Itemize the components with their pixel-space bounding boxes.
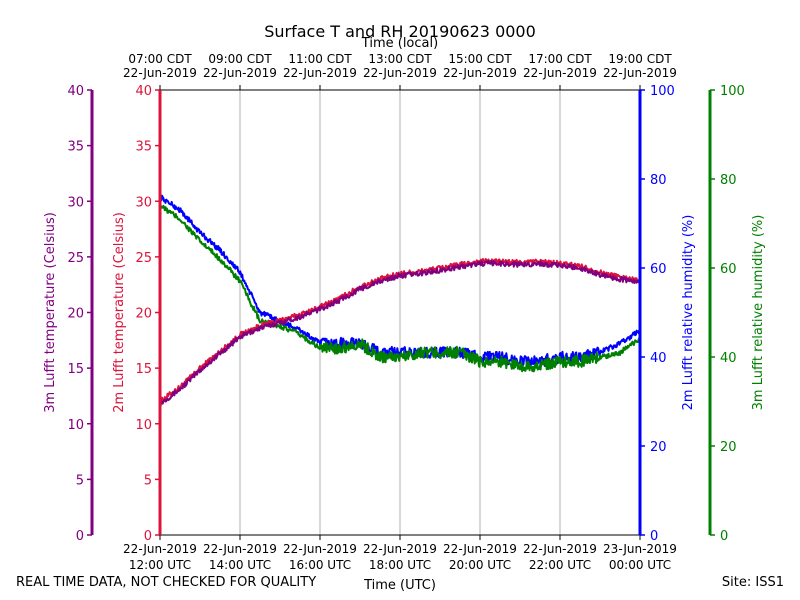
quality-disclaimer: REAL TIME DATA, NOT CHECKED FOR QUALITY [16,575,317,590]
axis-tick-label: 40 [720,351,737,366]
axis-tick-label: 25 [67,251,84,266]
x-tick-label-bottom-time: 14:00 UTC [209,558,271,572]
axis-tick-label: 5 [76,473,84,488]
x-tick-label-top-time: 11:00 CDT [288,52,352,66]
axis-tick-label: 20 [720,440,737,455]
x-tick-label-bottom-date: 22-Jun-2019 [283,542,357,556]
axes-layer: 0 5 10 15 20 25 30 35 40 3m Lufft temperature (Ce… [43,84,766,544]
x-tick-label-top-time: 07:00 CDT [128,52,192,66]
axis-label-rh-3m: 3m Lufft relative humidity (%) [751,215,766,411]
chart-title: Surface T and RH 20190623 0000 [264,22,536,41]
axis-tick-label: 100 [650,84,675,99]
axis-tick-label: 60 [650,262,667,277]
axis-tick-label: 30 [135,195,152,210]
x-tick-label-top-time: 09:00 CDT [208,52,272,66]
x-tick-label-bottom-date: 22-Jun-2019 [203,542,277,556]
x-tick-label-bottom-date: 22-Jun-2019 [363,542,437,556]
axis-tick-label: 30 [67,195,84,210]
grid-lines [239,90,561,535]
site-label: Site: ISS1 [721,575,784,590]
x-tick-label-bottom-time: 20:00 UTC [449,558,511,572]
axis-tick-label: 10 [135,418,152,433]
top-axis-label: Time (local) [361,36,438,51]
axis-tick-label: 0 [76,529,84,544]
axis-rh-3m: 0 20 40 60 80 100 3m Lufft relative humidity (… [708,84,766,544]
axis-tick-label: 40 [135,84,152,99]
x-axis-label: Time (UTC) [363,578,436,593]
axis-tick-label: 40 [650,351,667,366]
x-tick-label-bottom-date: 22-Jun-2019 [443,542,517,556]
x-tick-label-top-time: 17:00 CDT [528,52,592,66]
axis-tick-label: 0 [650,529,658,544]
x-tick-label-bottom-time: 00:00 UTC [609,558,671,572]
x-tick-label-top-date: 22-Jun-2019 [443,66,517,80]
axis-tick-label: 35 [135,140,152,155]
x-tick-label-top-date: 22-Jun-2019 [283,66,357,80]
x-tick-label-bottom-time: 22:00 UTC [529,558,591,572]
series-layer [159,194,641,407]
axis-rh-2m: 0 20 40 60 80 100 2m Lufft relative humidity (… [638,84,696,544]
x-tick-label-top-time: 13:00 CDT [368,52,432,66]
axis-temp-3m: 0 5 10 15 20 25 30 35 40 3m Lufft temperature (Ce… [43,84,94,544]
x-tick-label-top-date: 22-Jun-2019 [203,66,277,80]
axis-tick-label: 20 [67,307,84,322]
axis-tick-label: 80 [720,173,737,188]
axis-label-temp-2m: 2m Lufft temperature (Celsius) [112,212,127,413]
axis-label-temp-3m: 3m Lufft temperature (Celsius) [43,212,58,413]
axis-tick-label: 25 [135,251,152,266]
axis-tick-label: 5 [144,473,152,488]
axis-label-rh-2m: 2m Lufft relative humidity (%) [681,215,696,411]
axis-tick-label: 10 [67,418,84,433]
x-tick-label-top-date: 22-Jun-2019 [123,66,197,80]
axis-tick-label: 60 [720,262,737,277]
axis-tick-label: 0 [720,529,728,544]
axis-tick-label: 15 [67,362,84,377]
series-line-temp-3m [159,260,641,407]
x-tick-label-top-time: 15:00 CDT [448,52,512,66]
axis-tick-label: 35 [67,140,84,155]
axis-tick-label: 80 [650,173,667,188]
axis-tick-label: 15 [135,362,152,377]
x-tick-label-bottom-date: 22-Jun-2019 [523,542,597,556]
axis-temp-2m: 0 5 10 15 20 25 30 35 40 2m Lufft temperature (Ce… [112,84,162,544]
axis-tick-label: 0 [144,529,152,544]
x-tick-label-bottom-date: 23-Jun-2019 [603,542,677,556]
axis-tick-label: 40 [67,84,84,99]
series-line-rh-3m [159,204,641,373]
x-tick-label-bottom-date: 22-Jun-2019 [123,542,197,556]
x-tick-label-bottom-time: 12:00 UTC [129,558,191,572]
x-tick-label-bottom-time: 18:00 UTC [369,558,431,572]
series-line-rh-2m [159,194,641,368]
x-tick-label-top-date: 22-Jun-2019 [363,66,437,80]
x-tick-label-top-date: 22-Jun-2019 [523,66,597,80]
x-tick-label-bottom-time: 16:00 UTC [289,558,351,572]
x-tick-label-top-date: 22-Jun-2019 [603,66,677,80]
axis-tick-label: 20 [135,307,152,322]
axis-tick-label: 100 [720,84,745,99]
x-tick-label-top-time: 19:00 CDT [608,52,672,66]
axis-tick-label: 20 [650,440,667,455]
